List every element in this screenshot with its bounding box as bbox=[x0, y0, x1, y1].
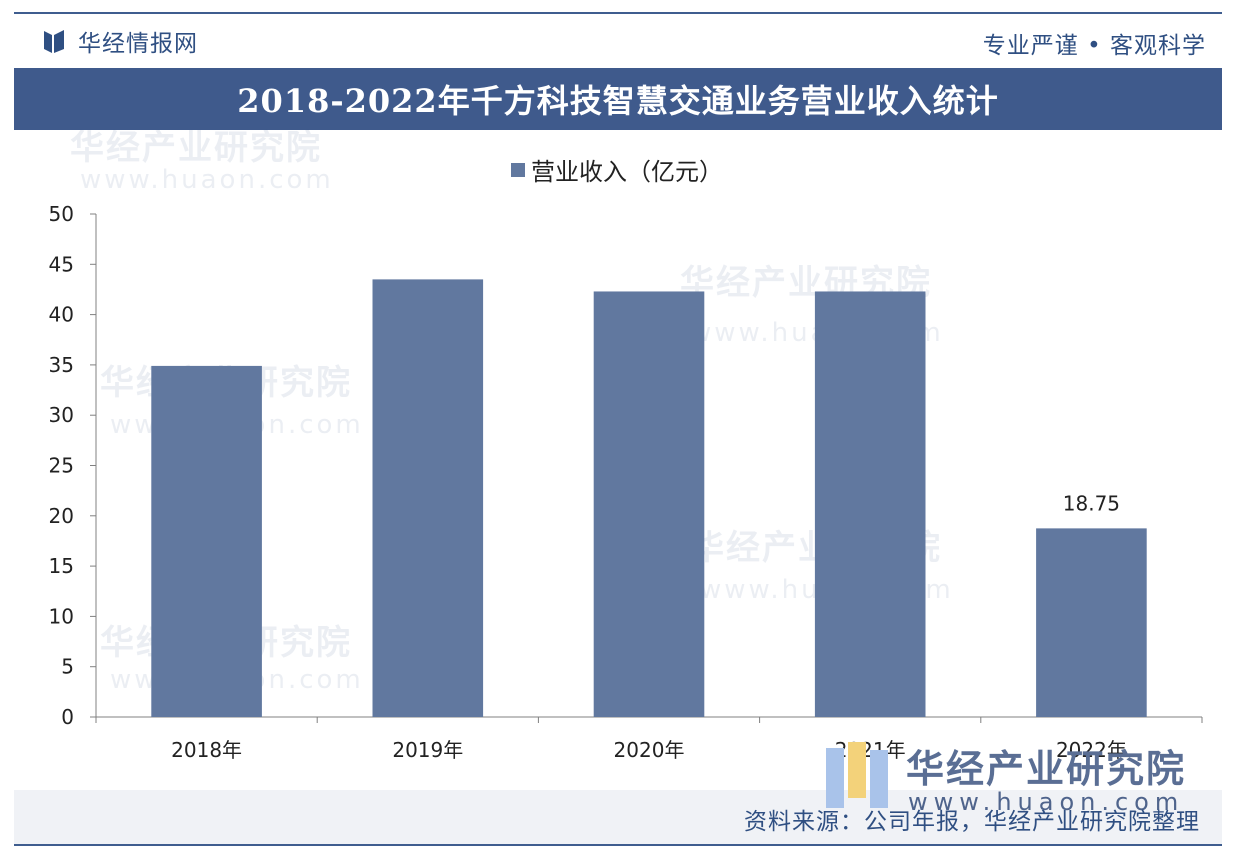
title-band: 2018-2022年千方科技智慧交通业务营业收入统计 bbox=[14, 68, 1222, 130]
logo-icon bbox=[44, 30, 64, 53]
y-tick-label: 50 bbox=[49, 202, 74, 226]
source-note: 资料来源：公司年报，华经产业研究院整理 bbox=[744, 809, 1200, 835]
chart-title: 2018-2022年千方科技智慧交通业务营业收入统计 bbox=[237, 82, 999, 120]
header: 华经情报网 专业严谨 • 客观科学 bbox=[14, 18, 1222, 64]
footer-band bbox=[14, 790, 1222, 844]
y-tick-label: 30 bbox=[49, 403, 74, 427]
legend: 营业收入（亿元） bbox=[0, 152, 1234, 187]
bar bbox=[372, 279, 484, 717]
y-tick-label: 40 bbox=[49, 303, 74, 327]
category-label: 2019年 bbox=[392, 738, 463, 762]
y-tick-label: 35 bbox=[49, 353, 74, 377]
bar bbox=[151, 365, 262, 717]
brand-url: www.huaon.com bbox=[908, 788, 1185, 816]
logo-text: 华经情报网 bbox=[78, 31, 198, 57]
y-tick-label: 20 bbox=[49, 504, 74, 528]
category-label: 2022年 bbox=[1056, 738, 1127, 762]
bar bbox=[1036, 528, 1147, 717]
category-label: 2020年 bbox=[614, 738, 685, 762]
y-tick-label: 5 bbox=[61, 655, 74, 679]
bar-chart: 051015202530354045502018年2019年2020年2021年… bbox=[49, 202, 1203, 762]
y-tick-label: 0 bbox=[61, 705, 74, 729]
legend-label: 营业收入（亿元） bbox=[531, 158, 723, 186]
y-tick-label: 45 bbox=[49, 252, 74, 276]
data-label: 18.75 bbox=[1063, 491, 1120, 515]
bottom-rule bbox=[14, 844, 1222, 846]
y-tick-label: 10 bbox=[49, 604, 74, 628]
bar bbox=[814, 291, 926, 717]
y-tick-label: 15 bbox=[49, 554, 74, 578]
top-rule bbox=[14, 12, 1222, 14]
y-tick-label: 25 bbox=[49, 454, 74, 478]
brand-name: 华经产业研究院 bbox=[906, 747, 1187, 791]
legend-swatch bbox=[511, 162, 525, 177]
logo: 华经情报网 bbox=[42, 24, 198, 58]
bar bbox=[593, 291, 705, 717]
category-label: 2018年 bbox=[171, 738, 242, 762]
slogan: 专业严谨 • 客观科学 bbox=[982, 33, 1206, 59]
brand-logo-icon bbox=[826, 742, 888, 808]
